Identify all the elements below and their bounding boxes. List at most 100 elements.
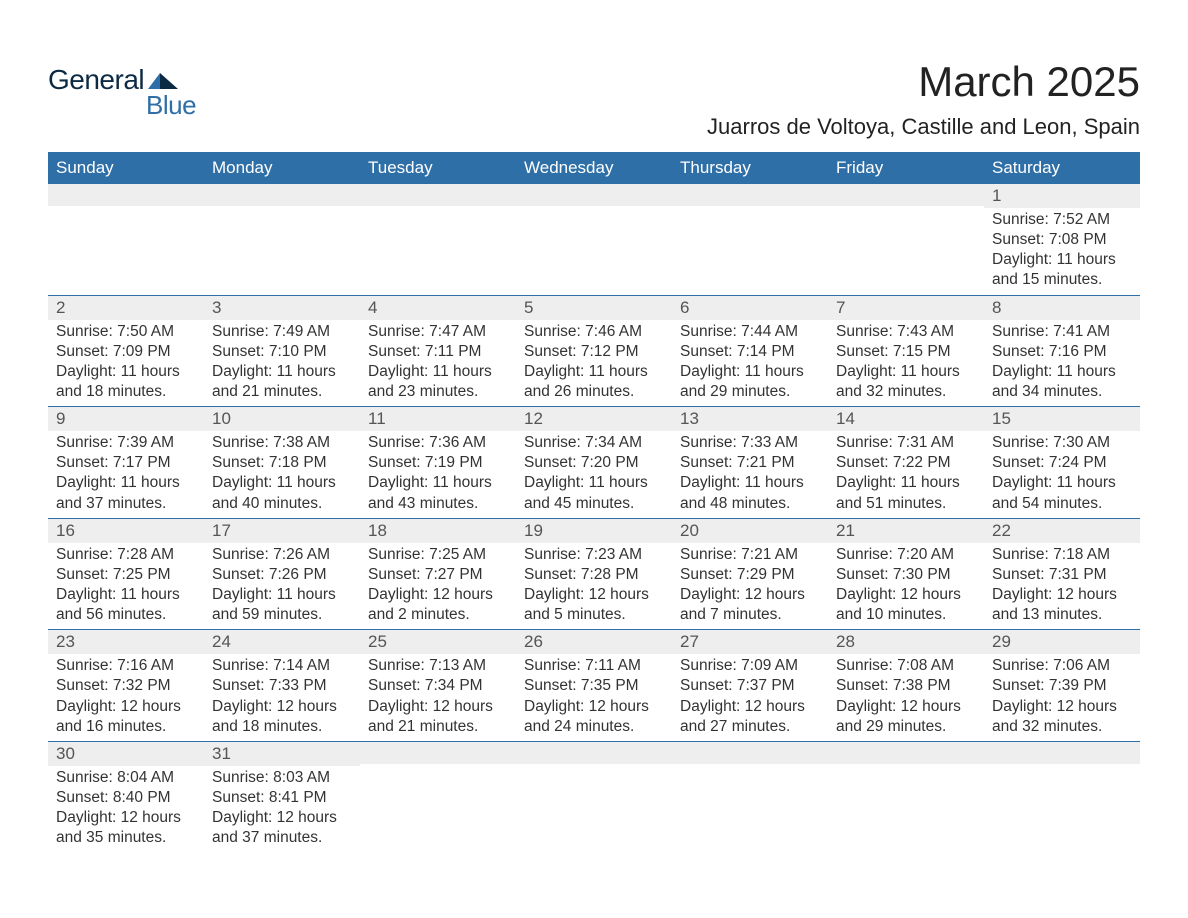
calendar-day-cell: 11Sunrise: 7:36 AMSunset: 7:19 PMDayligh… [360,407,516,519]
daylight-text: Daylight: 11 hours and 40 minutes. [212,473,352,513]
sunset-text: Sunset: 7:29 PM [680,565,820,585]
day-details: Sunrise: 7:52 AMSunset: 7:08 PMDaylight:… [984,208,1140,295]
day-details [516,764,672,844]
daylight-text: Daylight: 11 hours and 56 minutes. [56,585,196,625]
day-number: 18 [360,519,516,543]
sunset-text: Sunset: 7:09 PM [56,342,196,362]
calendar-empty-cell [828,741,984,852]
calendar-day-cell: 8Sunrise: 7:41 AMSunset: 7:16 PMDaylight… [984,295,1140,407]
daylight-text: Daylight: 12 hours and 37 minutes. [212,808,352,848]
sunrise-text: Sunrise: 8:04 AM [56,768,196,788]
calendar-empty-cell [828,184,984,295]
calendar-day-cell: 22Sunrise: 7:18 AMSunset: 7:31 PMDayligh… [984,518,1140,630]
calendar-day-cell: 5Sunrise: 7:46 AMSunset: 7:12 PMDaylight… [516,295,672,407]
day-details: Sunrise: 7:34 AMSunset: 7:20 PMDaylight:… [516,431,672,518]
logo: General Blue [48,40,196,121]
daylight-text: Daylight: 11 hours and 43 minutes. [368,473,508,513]
calendar-day-cell: 21Sunrise: 7:20 AMSunset: 7:30 PMDayligh… [828,518,984,630]
sunset-text: Sunset: 7:14 PM [680,342,820,362]
day-details: Sunrise: 7:11 AMSunset: 7:35 PMDaylight:… [516,654,672,741]
daylight-text: Daylight: 12 hours and 18 minutes. [212,697,352,737]
day-number: 24 [204,630,360,654]
sunset-text: Sunset: 7:37 PM [680,676,820,696]
calendar-day-cell: 10Sunrise: 7:38 AMSunset: 7:18 PMDayligh… [204,407,360,519]
day-number [828,184,984,206]
day-number: 4 [360,296,516,320]
day-details: Sunrise: 7:13 AMSunset: 7:34 PMDaylight:… [360,654,516,741]
day-number: 27 [672,630,828,654]
calendar-day-cell: 1Sunrise: 7:52 AMSunset: 7:08 PMDaylight… [984,184,1140,295]
day-number: 6 [672,296,828,320]
weekday-header: Saturday [984,152,1140,184]
weekday-header: Tuesday [360,152,516,184]
daylight-text: Daylight: 12 hours and 29 minutes. [836,697,976,737]
sunrise-text: Sunrise: 7:52 AM [992,210,1132,230]
calendar-day-cell: 13Sunrise: 7:33 AMSunset: 7:21 PMDayligh… [672,407,828,519]
day-details: Sunrise: 7:41 AMSunset: 7:16 PMDaylight:… [984,320,1140,407]
sunrise-text: Sunrise: 7:14 AM [212,656,352,676]
calendar-day-cell: 26Sunrise: 7:11 AMSunset: 7:35 PMDayligh… [516,630,672,742]
calendar-day-cell: 15Sunrise: 7:30 AMSunset: 7:24 PMDayligh… [984,407,1140,519]
sunset-text: Sunset: 7:19 PM [368,453,508,473]
sunrise-text: Sunrise: 7:06 AM [992,656,1132,676]
sunrise-text: Sunrise: 7:13 AM [368,656,508,676]
sunrise-text: Sunrise: 7:31 AM [836,433,976,453]
day-details [516,206,672,286]
day-details: Sunrise: 7:44 AMSunset: 7:14 PMDaylight:… [672,320,828,407]
sunrise-text: Sunrise: 7:33 AM [680,433,820,453]
day-number: 31 [204,742,360,766]
sunset-text: Sunset: 8:40 PM [56,788,196,808]
sunrise-text: Sunrise: 7:09 AM [680,656,820,676]
day-details: Sunrise: 7:38 AMSunset: 7:18 PMDaylight:… [204,431,360,518]
day-number: 19 [516,519,672,543]
calendar-body: 1Sunrise: 7:52 AMSunset: 7:08 PMDaylight… [48,184,1140,852]
daylight-text: Daylight: 12 hours and 5 minutes. [524,585,664,625]
calendar-empty-cell [204,184,360,295]
calendar-day-cell: 3Sunrise: 7:49 AMSunset: 7:10 PMDaylight… [204,295,360,407]
sunrise-text: Sunrise: 7:38 AM [212,433,352,453]
day-number: 20 [672,519,828,543]
calendar-empty-cell [360,184,516,295]
day-number [984,742,1140,764]
sunrise-text: Sunrise: 8:03 AM [212,768,352,788]
calendar-week-row: 23Sunrise: 7:16 AMSunset: 7:32 PMDayligh… [48,630,1140,742]
sunrise-text: Sunrise: 7:47 AM [368,322,508,342]
day-details: Sunrise: 7:30 AMSunset: 7:24 PMDaylight:… [984,431,1140,518]
day-details: Sunrise: 7:14 AMSunset: 7:33 PMDaylight:… [204,654,360,741]
sunrise-text: Sunrise: 7:16 AM [56,656,196,676]
daylight-text: Daylight: 12 hours and 32 minutes. [992,697,1132,737]
sunrise-text: Sunrise: 7:34 AM [524,433,664,453]
calendar-day-cell: 18Sunrise: 7:25 AMSunset: 7:27 PMDayligh… [360,518,516,630]
day-number [828,742,984,764]
sunset-text: Sunset: 7:24 PM [992,453,1132,473]
sunset-text: Sunset: 7:27 PM [368,565,508,585]
day-number [204,184,360,206]
sunset-text: Sunset: 8:41 PM [212,788,352,808]
daylight-text: Daylight: 11 hours and 26 minutes. [524,362,664,402]
calendar-week-row: 2Sunrise: 7:50 AMSunset: 7:09 PMDaylight… [48,295,1140,407]
sunset-text: Sunset: 7:32 PM [56,676,196,696]
sunrise-text: Sunrise: 7:28 AM [56,545,196,565]
sunset-text: Sunset: 7:16 PM [992,342,1132,362]
day-details [828,206,984,286]
sunrise-text: Sunrise: 7:11 AM [524,656,664,676]
sunrise-text: Sunrise: 7:36 AM [368,433,508,453]
day-number: 26 [516,630,672,654]
daylight-text: Daylight: 12 hours and 24 minutes. [524,697,664,737]
day-number [672,184,828,206]
daylight-text: Daylight: 11 hours and 54 minutes. [992,473,1132,513]
sunrise-text: Sunrise: 7:43 AM [836,322,976,342]
day-number: 25 [360,630,516,654]
sunset-text: Sunset: 7:12 PM [524,342,664,362]
day-number: 28 [828,630,984,654]
calendar-day-cell: 25Sunrise: 7:13 AMSunset: 7:34 PMDayligh… [360,630,516,742]
sunrise-text: Sunrise: 7:50 AM [56,322,196,342]
day-number [516,184,672,206]
sunset-text: Sunset: 7:28 PM [524,565,664,585]
calendar-day-cell: 28Sunrise: 7:08 AMSunset: 7:38 PMDayligh… [828,630,984,742]
daylight-text: Daylight: 12 hours and 2 minutes. [368,585,508,625]
daylight-text: Daylight: 12 hours and 21 minutes. [368,697,508,737]
day-details [672,206,828,286]
sunset-text: Sunset: 7:33 PM [212,676,352,696]
day-details [48,206,204,286]
